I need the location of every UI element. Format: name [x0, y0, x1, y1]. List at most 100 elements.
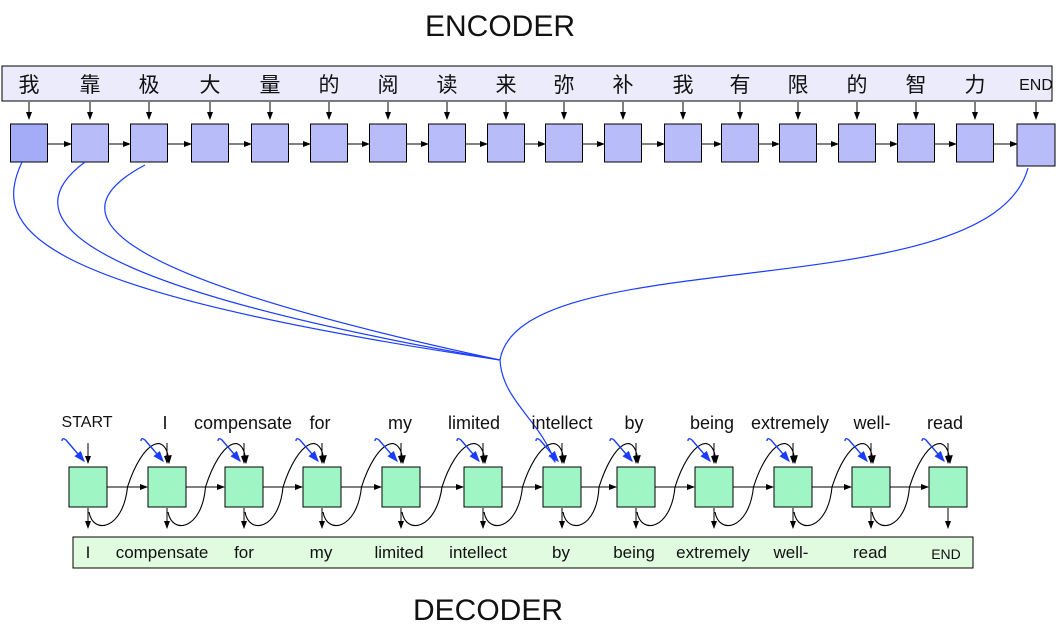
encoder-cell	[956, 123, 994, 163]
attention-input-arrow	[295, 438, 319, 463]
attention-input-arrow	[61, 438, 85, 463]
feedback-arrow	[401, 443, 488, 527]
decoder-input-token: intellect	[531, 413, 592, 433]
decoder-cell	[542, 466, 582, 508]
encoder-cell	[10, 123, 48, 163]
decoder-output-token: extremely	[676, 543, 750, 562]
encoder-cell	[310, 123, 348, 163]
decoder-input-token: being	[690, 413, 734, 433]
feedback-arrow	[714, 443, 798, 527]
decoder-input-token: START	[62, 414, 113, 431]
decoder-cell	[147, 466, 187, 508]
decoder-input-token: by	[624, 413, 643, 433]
encoder-title: ENCODER	[425, 10, 575, 43]
encoder-token: 力	[965, 74, 986, 97]
feedback-arrow	[322, 443, 406, 527]
encoder-cell	[779, 123, 817, 163]
encoder-cell	[664, 123, 702, 163]
decoder-cell	[928, 466, 968, 508]
attention-curve	[13, 161, 501, 361]
attention-input-arrow	[844, 438, 868, 463]
feedback-arrow	[244, 443, 327, 527]
feedback-arrow	[871, 443, 953, 527]
feedback-arrow	[636, 443, 719, 527]
decoder-output-token: my	[310, 543, 333, 562]
attention-input-arrow	[456, 438, 480, 463]
decoder-output-token: read	[853, 543, 887, 562]
attention-input-arrow	[766, 438, 790, 463]
encoder-token: 靠	[80, 74, 101, 97]
feedback-arrow	[88, 443, 172, 527]
decoder-input-token: extremely	[751, 413, 829, 433]
attention-input-arrow	[140, 438, 164, 463]
feedback-arrow	[483, 443, 567, 527]
encoder-token: 极	[139, 74, 160, 97]
decoder-input-token: well-	[852, 413, 890, 433]
encoder-cell	[897, 123, 935, 163]
decoder-input-token: limited	[448, 413, 500, 433]
encoder-token: 大	[200, 74, 221, 97]
decoder-cell	[773, 466, 813, 508]
encoder-token: 量	[260, 74, 281, 97]
attention-curve	[57, 161, 501, 361]
decoder-output-token: by	[552, 543, 570, 562]
attention-curve	[499, 359, 556, 464]
encoder-cell	[369, 123, 407, 163]
encoder-cell	[191, 123, 229, 163]
decoder-output-token: intellect	[449, 543, 507, 562]
decoder-cell	[302, 466, 342, 508]
decoder-cell	[851, 466, 891, 508]
attention-input-arrow	[609, 438, 633, 463]
encoder-token: 的	[319, 74, 340, 97]
decoder-output-token: limited	[374, 543, 423, 562]
encoder-cell	[428, 123, 466, 163]
encoder-token: 智	[906, 74, 927, 97]
decoder-cell	[381, 466, 421, 508]
decoder-output-token: for	[234, 543, 254, 562]
decoder-cell	[694, 466, 734, 508]
decoder-cell	[68, 466, 108, 508]
attention-input-arrow	[921, 438, 945, 463]
decoder-input-token: for	[309, 413, 330, 433]
attention-input-arrow	[687, 438, 711, 463]
encoder-cell	[545, 123, 583, 163]
encoder-token: 来	[496, 74, 517, 97]
attention-input-arrow	[217, 438, 241, 463]
encoder-token: 读	[437, 74, 458, 97]
decoder-output-token: being	[613, 543, 655, 562]
encoder-cell	[251, 123, 289, 163]
encoder-cell	[604, 123, 642, 163]
encoder-cell	[130, 123, 168, 163]
decoder-output-token: compensate	[116, 543, 209, 562]
attention-input-arrow	[535, 438, 559, 463]
encoder-token: 弥	[554, 74, 575, 97]
encoder-cell	[1016, 123, 1056, 167]
decoder-output-token: I	[86, 543, 91, 562]
encoder-input-strip	[1, 65, 1053, 102]
attention-curve	[499, 167, 1029, 361]
encoder-token: 我	[19, 74, 40, 97]
feedback-arrow	[167, 443, 249, 527]
encoder-token: 有	[730, 74, 751, 97]
decoder-cell	[224, 466, 264, 508]
decoder-input-token: compensate	[194, 413, 292, 433]
feedback-arrow	[562, 443, 641, 527]
encoder-token: 补	[613, 74, 634, 97]
encoder-cell	[487, 123, 525, 163]
encoder-token: 限	[788, 74, 809, 97]
decoder-input-token: read	[927, 413, 963, 433]
decoder-cell	[463, 466, 503, 508]
attention-curve	[104, 164, 501, 361]
encoder-token: END	[1019, 77, 1053, 94]
encoder-cell	[71, 123, 109, 163]
decoder-input-token: my	[388, 413, 412, 433]
decoder-output-token: END	[931, 546, 961, 562]
decoder-cell	[616, 466, 656, 508]
feedback-arrow	[793, 443, 876, 527]
attention-input-arrow	[374, 438, 398, 463]
encoder-cell	[721, 123, 759, 163]
decoder-output-strip	[72, 536, 974, 569]
encoder-cell	[838, 123, 876, 163]
decoder-input-token: I	[162, 413, 167, 433]
